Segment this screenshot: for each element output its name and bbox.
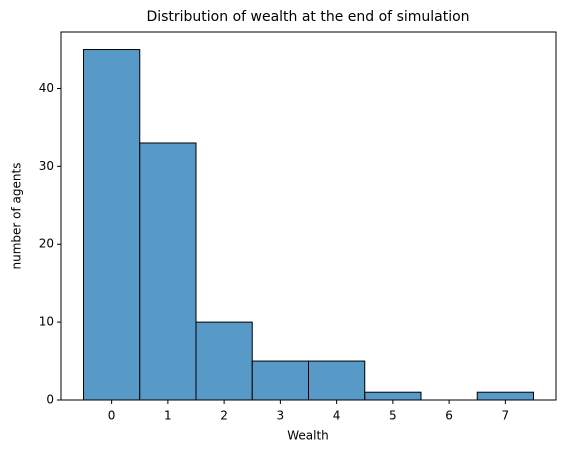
bar (308, 360, 366, 401)
x-tick-label: 6 (445, 409, 453, 423)
x-tick-label: 4 (333, 409, 341, 423)
plot-frame (60, 31, 557, 401)
y-tick-label: 30 (39, 159, 54, 173)
y-tick-label: 10 (39, 315, 54, 329)
x-tick-label: 5 (389, 409, 397, 423)
bar (195, 321, 253, 401)
x-tick-label: 3 (277, 409, 285, 423)
x-tick-label: 7 (502, 409, 510, 423)
y-tick-label: 40 (39, 81, 54, 95)
x-tick-label: 2 (220, 409, 228, 423)
x-axis-label: Wealth (287, 429, 329, 443)
bar (251, 360, 309, 401)
y-tick-label: 0 (46, 393, 54, 407)
y-tick-label: 20 (39, 237, 54, 251)
bar (139, 142, 197, 401)
x-tick-label: 1 (164, 409, 172, 423)
bar (83, 49, 141, 401)
y-axis-label: number of agents (10, 163, 24, 270)
chart-title: Distribution of wealth at the end of sim… (146, 9, 469, 25)
bar (364, 391, 422, 401)
x-tick-label: 0 (108, 409, 116, 423)
bar (476, 391, 534, 401)
